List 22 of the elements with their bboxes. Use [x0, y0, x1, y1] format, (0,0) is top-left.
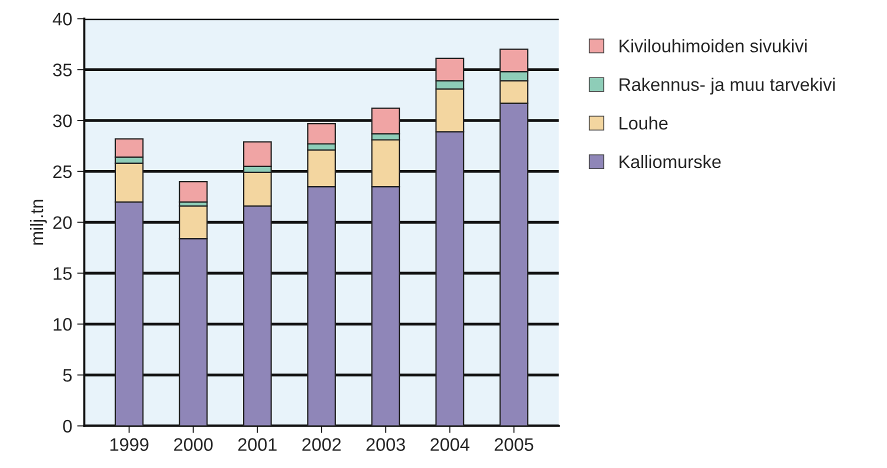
bar: [178, 180, 208, 203]
y-tick-label: 15: [54, 267, 72, 280]
y-tick-label: 25: [53, 165, 72, 178]
x-tick-label: 2001: [238, 438, 277, 451]
y-tick-label: 20: [53, 216, 72, 230]
x-tick-label: 2002: [302, 438, 341, 451]
x-tick-label: 2000: [174, 438, 213, 451]
legend-label: Kivilouhimoiden sivukivi: [620, 39, 807, 52]
legend-label: Louhe: [620, 116, 668, 130]
y-axis-title: milj.tn: [30, 200, 47, 245]
y-tick-label: 30: [53, 114, 72, 128]
x-tick-label: 2005: [494, 438, 534, 451]
y-tick-label: 35: [53, 64, 72, 76]
y-tick-label: 10: [54, 318, 72, 331]
legend-label: Rakennus- ja muu tarvekivi: [620, 78, 835, 95]
legend-label: Kalliomurske: [620, 154, 721, 168]
x-tick-label: 1999: [110, 438, 148, 451]
x-tick-label: 2003: [366, 438, 405, 451]
y-tick-label: 40: [52, 12, 72, 26]
y-tick-label: 0: [63, 420, 72, 433]
y-tick-label: 5: [63, 369, 72, 382]
x-tick-label: 2004: [430, 438, 470, 451]
